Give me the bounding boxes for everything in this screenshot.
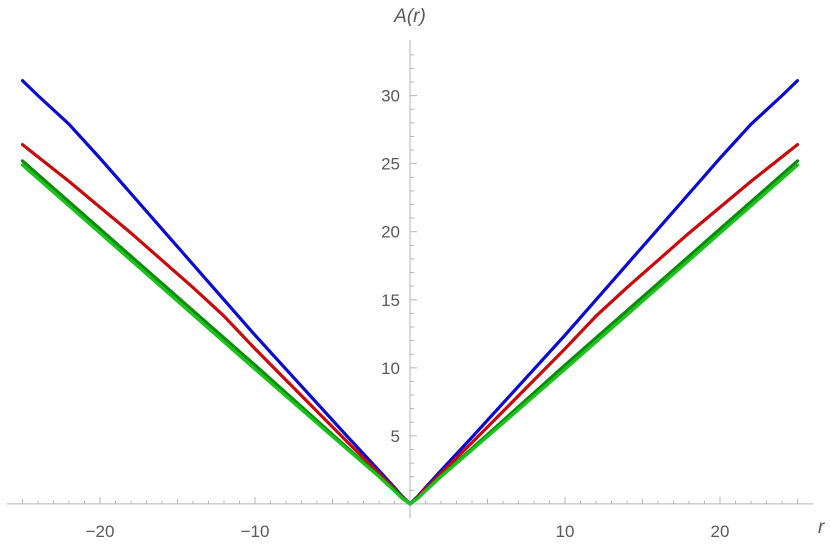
x-tick-label: 20: [711, 522, 730, 541]
y-tick-label: 10: [381, 359, 400, 378]
y-axis-label: A(r): [393, 6, 426, 27]
y-tick-label: 20: [381, 223, 400, 242]
x-axis-label: r: [818, 517, 825, 538]
x-tick-label: −20: [86, 522, 115, 541]
series-line-4: [20, 163, 800, 506]
y-tick-label: 30: [381, 87, 400, 106]
x-tick-label: −10: [241, 522, 270, 541]
y-tick-label: 15: [381, 291, 400, 310]
y-tick-label: 5: [391, 427, 400, 446]
y-tick-label: 25: [381, 155, 400, 174]
x-tick-label: 10: [556, 522, 575, 541]
